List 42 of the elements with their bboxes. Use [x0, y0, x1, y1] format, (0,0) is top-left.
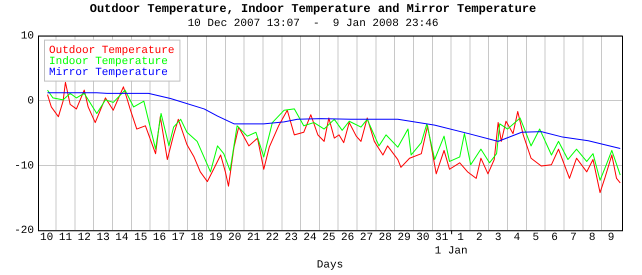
x-tick-label: 5 [532, 232, 540, 244]
x-tick-label: 26 [341, 232, 354, 244]
x-tick-label: 16 [152, 232, 166, 244]
x-tick-label: 1 [457, 232, 464, 244]
x-tick-label: 8 [588, 232, 596, 244]
y-tick-label: 0 [27, 95, 34, 108]
x-tick-label: 25 [322, 232, 336, 244]
x-tick-label: 17 [172, 232, 185, 244]
x-tick-label: 2 [476, 232, 483, 244]
x-tick-label: 20 [228, 232, 242, 244]
x-tick-label: 9 [608, 232, 614, 244]
chart-title: Outdoor Temperature, Indoor Temperature and Mirror Temperature [90, 2, 536, 16]
x-tick-label: 4 [514, 232, 521, 244]
x-tick-label: 11 [58, 232, 72, 244]
x-tick-label: 27 [360, 232, 374, 244]
text: Indoor Temperature [49, 56, 168, 68]
y-tick-label: 10 [20, 30, 34, 43]
text: Outdoor Temperature [49, 45, 174, 58]
x-tick-label: 13 [96, 232, 110, 244]
x-tick-label: 30 [416, 232, 430, 244]
x-tick-label: 12 [78, 232, 91, 244]
series-label: Mirror Temperature [49, 67, 168, 80]
x-tick-label: 6 [551, 232, 558, 244]
y-tick-label: -10 [14, 160, 34, 172]
x-tick-label: 14 [115, 232, 129, 244]
x-tick-label: 21 [246, 232, 261, 244]
x-tick-label: 22 [266, 232, 279, 244]
x-tick-label: 19 [209, 232, 223, 244]
x-tick-label: 29 [397, 232, 411, 244]
x-tick-label: 28 [378, 232, 392, 244]
x-tick-label: 7 [570, 232, 577, 244]
x-tick-label: 24 [303, 232, 318, 244]
x-tick-label: 23 [284, 232, 298, 244]
chart-subtitle: 10 Dec 2007 13:07 - 9 Jan 2008 23:46 [188, 18, 438, 30]
x-tick-label: 10 [40, 232, 54, 244]
x-tick-label: 18 [190, 232, 204, 244]
y-tick-label: -20 [14, 225, 34, 238]
x-tick-label: 31 [435, 232, 449, 244]
x-tick-label: 3 [494, 232, 502, 244]
x-axis-title: Days [316, 259, 344, 272]
text: 1 Jan [434, 246, 468, 258]
x-tick-label: 15 [134, 232, 148, 244]
